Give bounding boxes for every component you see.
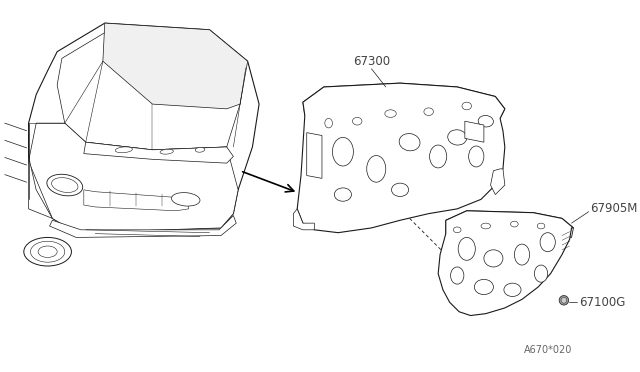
Ellipse shape [511,221,518,227]
Polygon shape [297,83,505,232]
Ellipse shape [334,188,351,201]
Text: A670*020: A670*020 [524,345,572,355]
Polygon shape [49,215,236,237]
Ellipse shape [325,118,332,128]
Text: 67100G: 67100G [579,296,625,309]
Polygon shape [303,83,505,118]
Ellipse shape [478,115,493,127]
Circle shape [559,295,569,305]
Ellipse shape [481,223,490,229]
Polygon shape [293,209,314,230]
Ellipse shape [468,146,484,167]
Ellipse shape [484,250,503,267]
Ellipse shape [24,237,72,266]
Ellipse shape [392,183,408,196]
Polygon shape [29,157,52,218]
Polygon shape [84,142,234,163]
Polygon shape [57,30,246,150]
Ellipse shape [448,130,467,145]
Ellipse shape [353,118,362,125]
Ellipse shape [458,237,476,260]
Ellipse shape [424,108,433,116]
Text: 67905M: 67905M [591,202,638,215]
Ellipse shape [38,246,57,257]
Ellipse shape [367,155,386,182]
Polygon shape [103,23,248,109]
Ellipse shape [453,227,461,232]
Ellipse shape [399,134,420,151]
Ellipse shape [160,149,173,154]
Ellipse shape [474,279,493,295]
Ellipse shape [540,232,556,252]
Ellipse shape [385,110,396,118]
Polygon shape [490,169,505,195]
Circle shape [561,298,567,303]
Ellipse shape [332,137,353,166]
Polygon shape [307,133,322,179]
Polygon shape [29,23,259,232]
Ellipse shape [195,147,205,152]
Ellipse shape [537,223,545,229]
Ellipse shape [172,193,200,206]
Ellipse shape [504,283,521,296]
Ellipse shape [462,102,472,110]
Polygon shape [446,211,573,237]
Ellipse shape [429,145,447,168]
Ellipse shape [31,241,65,262]
Polygon shape [438,211,573,315]
Ellipse shape [47,174,83,196]
Polygon shape [465,121,484,142]
Ellipse shape [52,178,78,192]
Text: 67300: 67300 [353,55,390,68]
Polygon shape [84,190,189,211]
Ellipse shape [451,267,464,284]
Polygon shape [29,123,238,232]
Ellipse shape [515,244,530,265]
Ellipse shape [115,147,132,153]
Ellipse shape [534,265,548,282]
